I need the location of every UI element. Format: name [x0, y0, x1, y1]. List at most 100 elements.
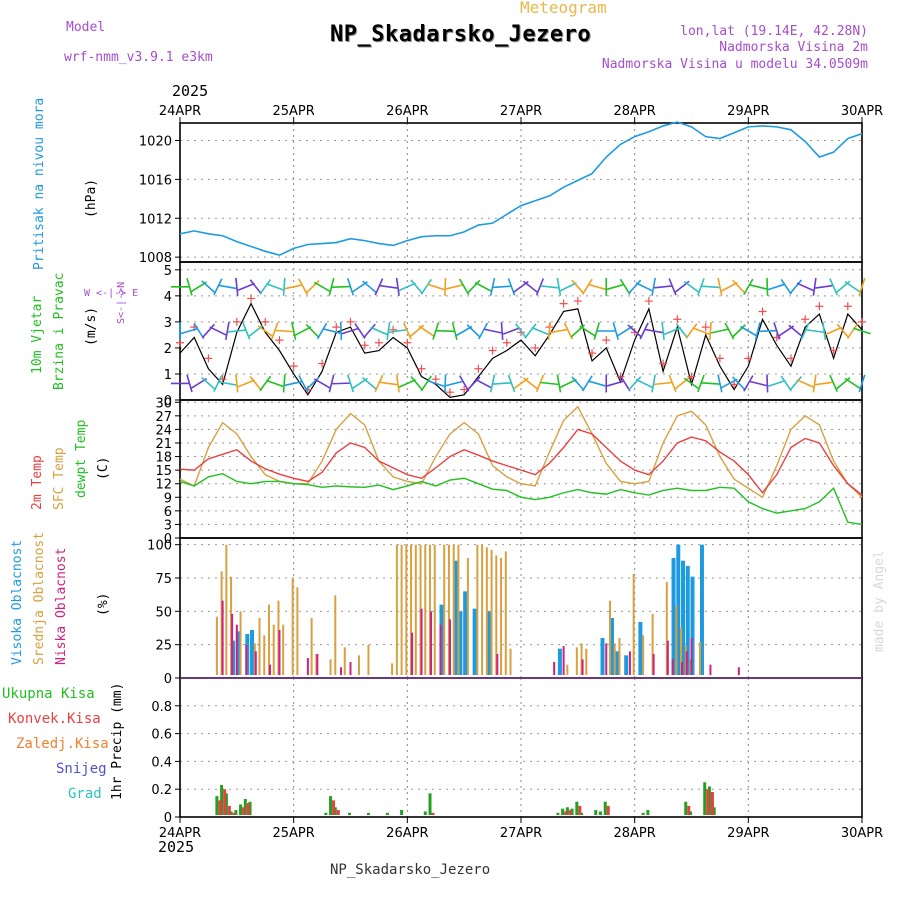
cloud-bar — [671, 558, 676, 675]
cloud-bar — [638, 622, 643, 675]
wind-arrow — [628, 376, 642, 391]
dewpt-line — [179, 473, 863, 526]
precip-bar — [348, 812, 351, 815]
wind-arrow — [619, 278, 631, 295]
gust-marker — [531, 343, 540, 352]
cloud-bar — [581, 659, 584, 675]
gust-marker — [744, 354, 753, 363]
wind-arrow — [305, 323, 320, 339]
sfc-temp-line — [179, 405, 863, 499]
gust-marker — [403, 338, 412, 347]
y-tick-label: 1008 — [139, 251, 172, 266]
precip-bar — [232, 812, 236, 815]
cloud-bar — [296, 587, 299, 675]
wind-arrow — [635, 282, 653, 292]
wind-arrow — [812, 374, 817, 393]
cloud-bar — [737, 667, 740, 675]
wind-arrow — [218, 381, 237, 386]
cloud-bar — [458, 611, 463, 675]
cloud-bar — [553, 662, 556, 675]
gust-marker — [232, 317, 241, 326]
wind-arrow — [825, 326, 843, 336]
y-tick-label: 18 — [155, 451, 172, 466]
cloud-bar — [433, 544, 436, 675]
precip-bar — [565, 807, 569, 815]
y-tick-label: 9 — [164, 491, 172, 506]
precip-bar — [229, 811, 233, 815]
year-label-top: 2025 — [172, 82, 209, 100]
wind-arrow — [489, 277, 496, 296]
cloud-bar — [411, 632, 414, 675]
cloud-bar — [685, 651, 688, 675]
precip-bar — [227, 805, 231, 815]
wind-arrow — [692, 327, 710, 335]
wind-arrow — [683, 280, 700, 293]
x-tick-label-top: 27APR — [500, 104, 542, 119]
wind-arrow — [410, 376, 424, 391]
cloud-bar — [685, 566, 690, 675]
wind-arrow — [559, 282, 577, 292]
wind-arrow — [420, 375, 432, 392]
wind-arrow — [237, 282, 255, 291]
cloud-bar — [632, 574, 635, 675]
precip-bar — [575, 801, 579, 815]
wind-arrow — [697, 374, 705, 393]
wind-arrow — [186, 374, 193, 393]
cloud-bar — [504, 551, 507, 675]
wind-arrow — [788, 324, 804, 338]
wind-arrow — [531, 326, 549, 336]
gust-marker — [829, 346, 838, 355]
altitude-label: Nadmorska Visina 2m — [719, 40, 868, 55]
cloud-bar — [250, 630, 255, 675]
wind-arrow — [259, 375, 272, 392]
y-tick-label: 0 — [164, 811, 172, 826]
cloud-bar — [420, 608, 423, 675]
wind-arrow — [581, 375, 593, 392]
wind-arrow — [858, 278, 866, 296]
wind-arrow — [748, 380, 767, 387]
cloud-bar — [496, 654, 499, 675]
wind-arrow — [773, 322, 781, 340]
precip-bar — [641, 812, 645, 815]
wind-arrow — [758, 329, 777, 333]
precip-bar — [223, 789, 227, 815]
wind-arrow — [780, 278, 792, 295]
wind-arrow — [800, 322, 810, 340]
precip-bar — [423, 811, 427, 815]
y-tick-label: 21 — [155, 437, 172, 452]
cloud-bar — [642, 635, 645, 675]
wind-arrow — [628, 279, 642, 295]
wind-arrow — [858, 374, 866, 393]
wind-arrow — [743, 278, 754, 296]
cloud-bar — [605, 643, 608, 675]
wind-arrow — [354, 323, 366, 339]
model-label: Model — [66, 20, 106, 35]
cloud-bar — [267, 604, 270, 675]
wind-arrow — [395, 277, 400, 296]
cloud-bar — [575, 647, 578, 675]
precip-bar — [246, 803, 250, 815]
cloud-bar — [681, 560, 686, 675]
wind-arrow — [587, 380, 606, 387]
wind-arrow — [651, 374, 656, 393]
wind-arrow — [635, 378, 653, 389]
wind-arrow — [257, 325, 274, 337]
precip-bar — [646, 810, 650, 815]
wind-arrow — [227, 329, 246, 333]
wind-arrow — [249, 279, 262, 295]
wind-arrow — [547, 321, 552, 341]
gust-marker — [786, 354, 795, 363]
graupel-label: Grad — [68, 786, 102, 802]
cloud-bar — [215, 616, 218, 675]
wind-arrow — [209, 326, 227, 336]
cloud-bar — [624, 655, 629, 675]
wind-arrow — [721, 378, 738, 389]
wind-arrow — [363, 323, 376, 339]
cloud-bar — [405, 544, 408, 675]
cloud-bar — [676, 544, 681, 675]
wind-arrow — [201, 376, 216, 391]
precip-bar — [703, 782, 707, 815]
y-tick-label: 0.6 — [151, 728, 172, 743]
wind-arrow — [493, 285, 512, 289]
wind-arrow — [663, 326, 682, 336]
